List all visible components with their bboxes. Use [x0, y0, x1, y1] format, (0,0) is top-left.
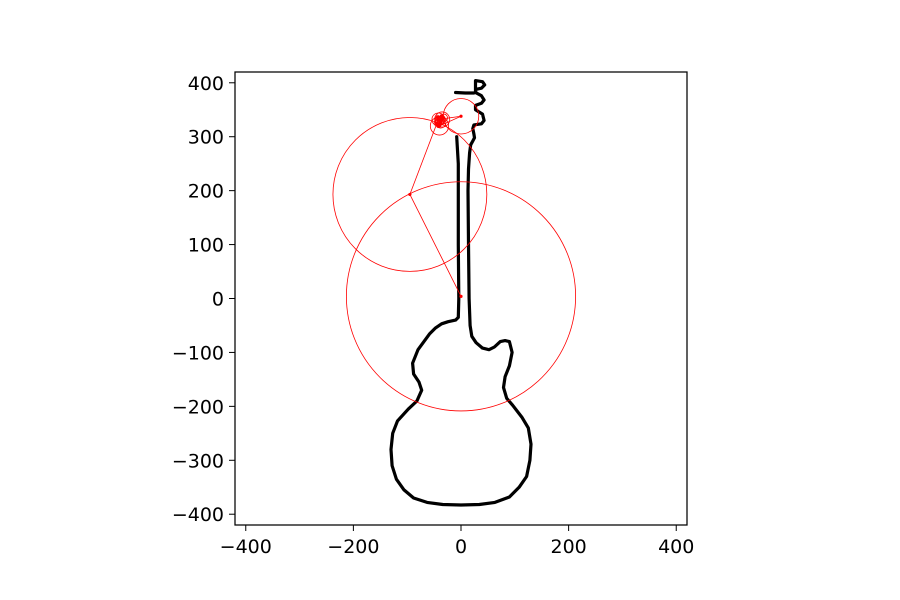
x-tick-label: 0	[455, 536, 467, 558]
epicycle-center-point	[459, 294, 463, 298]
epicycle-radius-line	[409, 119, 439, 195]
guitar-outline-line	[389, 78, 533, 507]
epicycle-circle	[439, 114, 444, 119]
epicycle-center-point	[436, 124, 440, 128]
epicycle-center-point	[440, 114, 444, 118]
y-tick-label: −200	[172, 396, 224, 418]
epicycle-center-point	[435, 121, 439, 125]
y-tick-label: 100	[188, 235, 224, 257]
axes-frame	[234, 71, 688, 526]
y-tick-label: 400	[188, 73, 224, 95]
epicycle-center-point	[435, 115, 439, 119]
epicycle-center-point	[408, 192, 412, 197]
y-tick-label: 200	[188, 181, 224, 203]
epicycle-radius-line	[439, 115, 462, 127]
y-tick-label: −100	[172, 342, 224, 364]
x-tick-label: 400	[658, 536, 694, 558]
x-tick-label: −200	[327, 536, 379, 558]
epicycle-center-point	[439, 120, 443, 124]
epicycle-circle	[434, 111, 451, 128]
epicycle-center-point	[459, 114, 463, 118]
y-axis: −400 −300 −200 −100 0 100 200 300 400	[172, 73, 235, 526]
epicycle-circle	[332, 117, 488, 272]
x-axis: −400 −200 0 200 400	[220, 525, 694, 558]
x-tick-label: 200	[550, 536, 586, 558]
y-tick-label: −300	[172, 450, 224, 472]
epicycle-circle	[345, 181, 577, 412]
y-tick-label: −400	[172, 504, 224, 526]
epicycle-radius-line	[409, 194, 462, 297]
x-tick-label: −400	[220, 536, 272, 558]
y-tick-label: 300	[188, 127, 224, 149]
plot-area	[332, 78, 577, 507]
y-tick-label: 0	[212, 289, 224, 311]
